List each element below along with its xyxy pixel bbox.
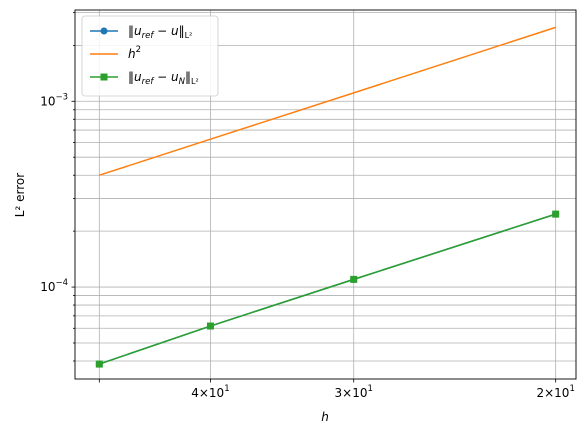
data-point	[552, 210, 560, 218]
y-axis-label: L² error	[13, 173, 27, 217]
legend-box	[81, 15, 219, 97]
legend-marker	[100, 27, 108, 35]
series-line	[99, 26, 556, 176]
legend-label: ‖uref − u‖L²	[128, 24, 192, 41]
grid-layer	[75, 10, 576, 379]
series-layer	[95, 26, 560, 368]
x-tick-label: 2×101	[536, 384, 574, 400]
tick-layer: 10−3 10−4 4×101 3×101 2×101	[40, 12, 575, 400]
legend-marker	[100, 73, 108, 81]
legend: ‖uref − u‖L² h2 ‖uref − uN‖L²	[81, 15, 219, 97]
plot-frame	[74, 9, 577, 380]
data-point	[206, 322, 214, 330]
data-point	[95, 360, 103, 368]
y-tick-label: 10−4	[40, 278, 68, 294]
legend-label: h2	[128, 45, 141, 61]
x-tick-label: 3×101	[335, 384, 373, 400]
x-tick-label: 4×101	[191, 384, 229, 400]
x-axis-label: h	[321, 410, 329, 424]
data-point	[350, 275, 358, 283]
y-tick-label: 10−3	[40, 92, 68, 108]
series-line	[99, 213, 556, 365]
legend-label: ‖uref − uN‖L²	[128, 70, 199, 87]
